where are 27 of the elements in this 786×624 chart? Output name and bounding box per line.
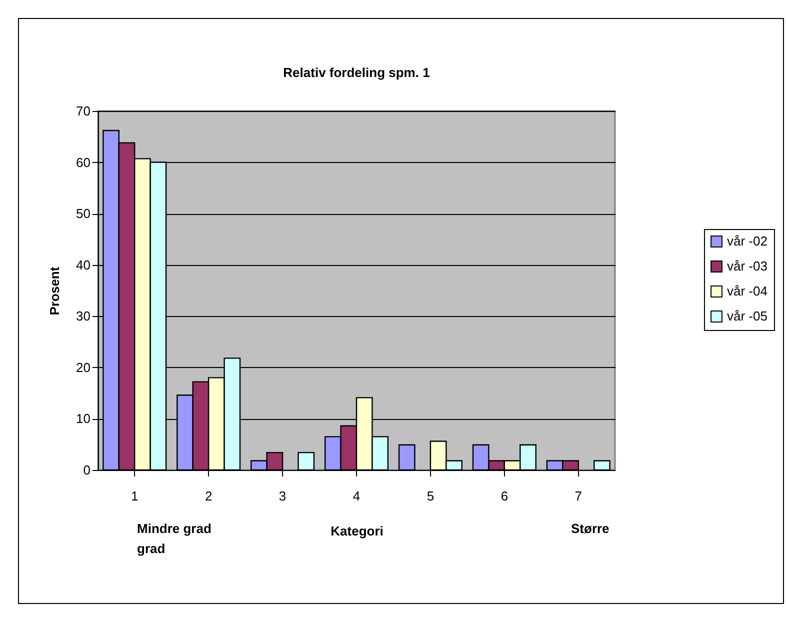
bar <box>298 452 315 471</box>
x-tick-label: 3 <box>278 488 286 504</box>
legend-label: vår -03 <box>727 258 768 274</box>
text: Mindre grad grad <box>137 520 212 558</box>
legend-label: vår -02 <box>727 234 768 248</box>
y-tick-label: 0 <box>83 462 90 478</box>
x-tick-label: 1 <box>130 488 138 504</box>
y-tick-label: 70 <box>76 104 90 118</box>
y-axis-title: Prosent <box>47 266 62 316</box>
x-tick-label: 7 <box>574 488 582 504</box>
legend-label: vår -05 <box>727 308 768 324</box>
y-tick-label: 20 <box>76 360 90 375</box>
bar <box>594 460 610 471</box>
bar <box>398 444 416 471</box>
y-tick-label: 40 <box>76 257 90 272</box>
text: Større <box>571 520 610 538</box>
x-tick-label: 5 <box>426 488 434 504</box>
x-tick-label: 4 <box>352 488 360 504</box>
y-tick-label: 10 <box>76 411 90 426</box>
chart-title: Relativ fordeling spm. 1 <box>283 65 430 80</box>
x-tick-label: 6 <box>500 488 508 504</box>
y-tick-label: 30 <box>76 308 90 324</box>
x-axis-title: Kategori <box>330 524 384 538</box>
y-tick-label: 60 <box>76 154 90 170</box>
y-tick-label: 50 <box>76 206 90 222</box>
x-tick-label: 2 <box>204 488 212 504</box>
legend-label: vår -04 <box>727 284 768 298</box>
